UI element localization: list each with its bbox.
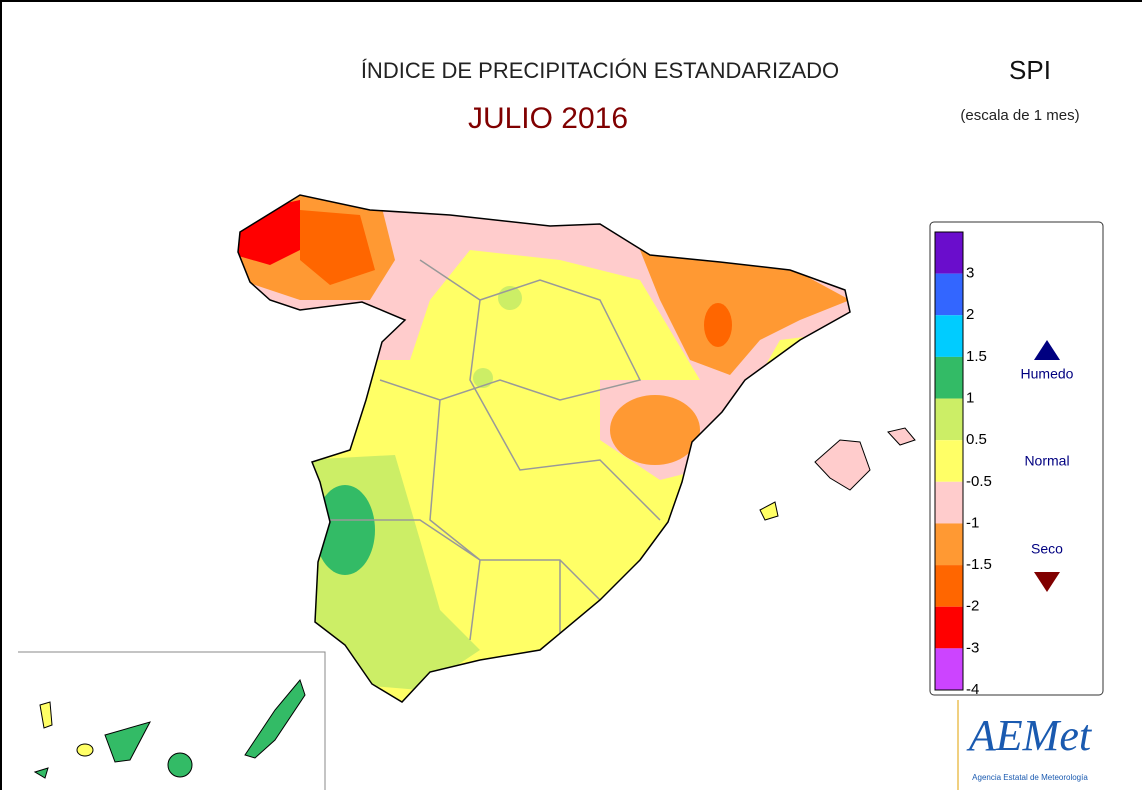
legend-label: 1 xyxy=(966,390,974,407)
canary-inset xyxy=(18,651,326,790)
legend-swatch xyxy=(935,565,963,607)
legend: 321.510.5-0.5-1-1.5-2-3-4 Humedo Normal … xyxy=(929,221,1104,698)
legend-swatch xyxy=(935,315,963,357)
legend-label: 1.5 xyxy=(966,348,987,365)
normal-label: Normal xyxy=(1024,453,1069,469)
logo-agency: Agencia Estatal de Meteorología xyxy=(972,773,1088,782)
legend-swatch xyxy=(935,356,963,399)
legend-label: -2 xyxy=(966,598,979,615)
legend-label: 3 xyxy=(966,265,974,282)
legend-outline xyxy=(934,231,964,691)
legend-swatch xyxy=(935,398,963,441)
legend-swatch xyxy=(935,523,963,566)
map-subtitle: JULIO 2016 xyxy=(468,102,628,135)
legend-label: -0.5 xyxy=(966,473,992,490)
logo: AEMet Agencia Estatal de Meteorología xyxy=(957,700,1093,790)
dry-label: Seco xyxy=(1031,541,1063,557)
legend-box xyxy=(929,221,1104,696)
wet-label: Humedo xyxy=(1021,366,1074,382)
legend-swatch xyxy=(935,440,963,482)
index-name: SPI xyxy=(1009,55,1051,85)
index-scale: (escala de 1 mes) xyxy=(960,107,1079,124)
legend-label: -4 xyxy=(966,681,979,698)
legend-label: 2 xyxy=(966,306,974,323)
legend-swatch xyxy=(935,232,963,274)
legend-swatch xyxy=(935,648,963,690)
legend-label: 0.5 xyxy=(966,431,987,448)
logo-name: AEMet xyxy=(966,711,1093,760)
legend-label: -1.5 xyxy=(966,556,992,573)
legend-label: -1 xyxy=(966,514,979,531)
legend-swatch xyxy=(935,273,963,316)
legend-label: -3 xyxy=(966,639,979,656)
map-title: ÍNDICE DE PRECIPITACIÓN ESTANDARIZADO xyxy=(361,58,839,83)
legend-swatch xyxy=(935,606,963,649)
legend-swatch xyxy=(935,481,963,524)
